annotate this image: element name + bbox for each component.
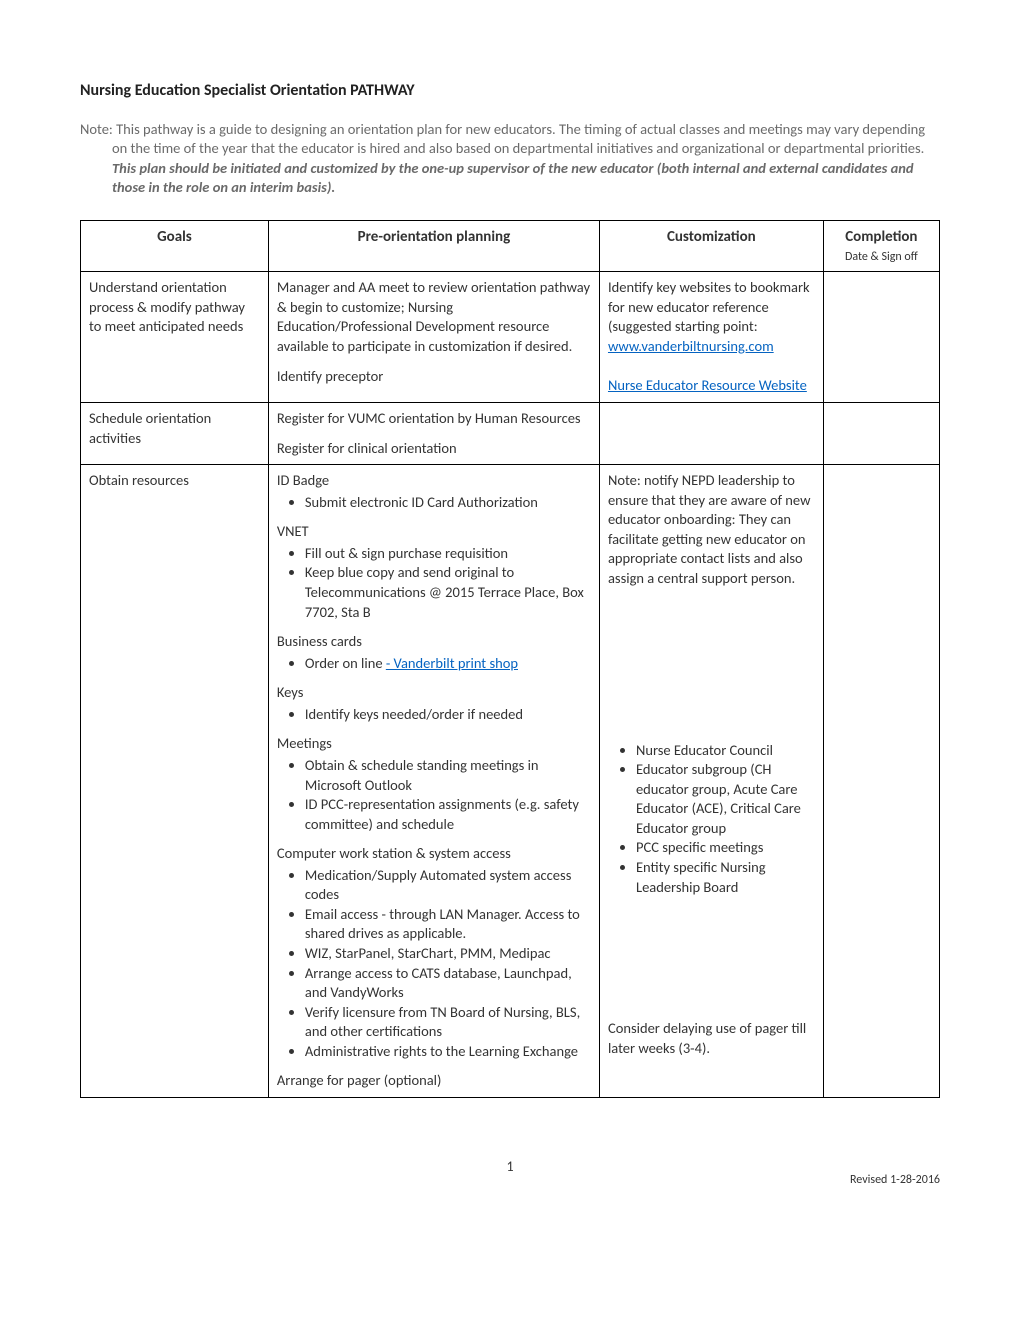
sec-keys: Keys	[277, 683, 591, 703]
table-header-row: Goals Pre-orientation planning Customiza…	[81, 220, 940, 271]
th-comp-main: Completion	[845, 228, 917, 246]
cell-goals: Schedule orientation activities	[81, 403, 269, 465]
cell-comp	[823, 403, 939, 465]
list-item: PCC specific meetings	[636, 838, 815, 858]
list-item: Obtain & schedule standing meetings in M…	[305, 756, 591, 795]
list-item: WIZ, StarPanel, StarChart, PMM, Medipac	[305, 944, 591, 964]
link-vanderbiltnursing[interactable]: www.vanderbiltnursing.com	[608, 337, 774, 355]
th-goals: Goals	[81, 220, 269, 271]
pre-p2: Register for clinical orientation	[277, 439, 591, 459]
list-idbadge: Submit electronic ID Card Authorization	[277, 493, 591, 513]
note-prefix: Note:	[80, 120, 113, 138]
cust-p1: Identify key websites to bookmark for ne…	[608, 278, 810, 335]
list-item: Administrative rights to the Learning Ex…	[305, 1042, 591, 1062]
list-item: Educator subgroup (CH educator group, Ac…	[636, 760, 815, 838]
list-item: Entity specific Nursing Leadership Board	[636, 858, 815, 897]
pre-p1: Manager and AA meet to review orientatio…	[277, 278, 591, 356]
list-item: Fill out & sign purchase requisition	[305, 544, 591, 564]
pre-p2: Identify preceptor	[277, 367, 591, 387]
cust-pager: Consider delaying use of pager till late…	[608, 1019, 815, 1058]
note-bold: This plan should be initiated and custom…	[112, 159, 914, 197]
page-number: 1	[506, 1158, 513, 1175]
sec-idbadge: ID Badge	[277, 471, 591, 491]
th-comp-sub: Date & Sign off	[832, 249, 931, 265]
orientation-table: Goals Pre-orientation planning Customiza…	[80, 220, 940, 1098]
sec-cards: Business cards	[277, 632, 591, 652]
list-item: Order on line - Vanderbilt print shop	[305, 654, 591, 674]
cell-pre: Register for VUMC orientation by Human R…	[268, 403, 599, 465]
list-vnet: Fill out & sign purchase requisition Kee…	[277, 544, 591, 622]
intro-note: Note: This pathway is a guide to designi…	[80, 120, 940, 198]
pre-p1: Register for VUMC orientation by Human R…	[277, 409, 591, 429]
table-row: Schedule orientation activities Register…	[81, 403, 940, 465]
cell-pre: Manager and AA meet to review orientatio…	[268, 272, 599, 403]
cell-comp	[823, 272, 939, 403]
note-body: This pathway is a guide to designing an …	[112, 120, 925, 158]
cust-note: Note: notify NEPD leadership to ensure t…	[608, 471, 815, 588]
cell-pre: ID Badge Submit electronic ID Card Autho…	[268, 465, 599, 1098]
list-item: Arrange access to CATS database, Launchp…	[305, 964, 591, 1003]
sec-computer: Computer work station & system access	[277, 844, 591, 864]
list-item: Submit electronic ID Card Authorization	[305, 493, 591, 513]
cell-cust: Identify key websites to bookmark for ne…	[599, 272, 823, 403]
table-row: Obtain resources ID Badge Submit electro…	[81, 465, 940, 1098]
revised-date: Revised 1-28-2016	[850, 1172, 940, 1188]
list-item: Nurse Educator Council	[636, 741, 815, 761]
sec-pager: Arrange for pager (optional)	[277, 1071, 591, 1091]
link-nurse-educator-resource[interactable]: Nurse Educator Resource Website	[608, 376, 807, 394]
list-item: Verify licensure from TN Board of Nursin…	[305, 1003, 591, 1042]
list-cust-meetings: Nurse Educator Council Educator subgroup…	[608, 741, 815, 898]
list-cards: Order on line - Vanderbilt print shop	[277, 654, 591, 674]
th-pre: Pre-orientation planning	[268, 220, 599, 271]
cell-comp	[823, 465, 939, 1098]
list-keys: Identify keys needed/order if needed	[277, 705, 591, 725]
list-item: Identify keys needed/order if needed	[305, 705, 591, 725]
th-cust: Customization	[599, 220, 823, 271]
list-item: Keep blue copy and send original to Tele…	[305, 563, 591, 622]
cell-cust	[599, 403, 823, 465]
list-item: Medication/Supply Automated system acces…	[305, 866, 591, 905]
cards-text: Order on line	[305, 654, 386, 672]
page-footer: 1 Revised 1-28-2016	[80, 1158, 940, 1177]
cell-goals: Understand orientation process & modify …	[81, 272, 269, 403]
page-title: Nursing Education Specialist Orientation…	[80, 80, 940, 102]
table-row: Understand orientation process & modify …	[81, 272, 940, 403]
link-print-shop[interactable]: - Vanderbilt print shop	[386, 654, 518, 672]
list-computer: Medication/Supply Automated system acces…	[277, 866, 591, 1062]
th-comp: Completion Date & Sign off	[823, 220, 939, 271]
list-item: ID PCC-representation assignments (e.g. …	[305, 795, 591, 834]
sec-vnet: VNET	[277, 522, 591, 542]
list-meetings: Obtain & schedule standing meetings in M…	[277, 756, 591, 834]
cell-goals: Obtain resources	[81, 465, 269, 1098]
list-item: Email access - through LAN Manager. Acce…	[305, 905, 591, 944]
cell-cust: Note: notify NEPD leadership to ensure t…	[599, 465, 823, 1098]
sec-meetings: Meetings	[277, 734, 591, 754]
